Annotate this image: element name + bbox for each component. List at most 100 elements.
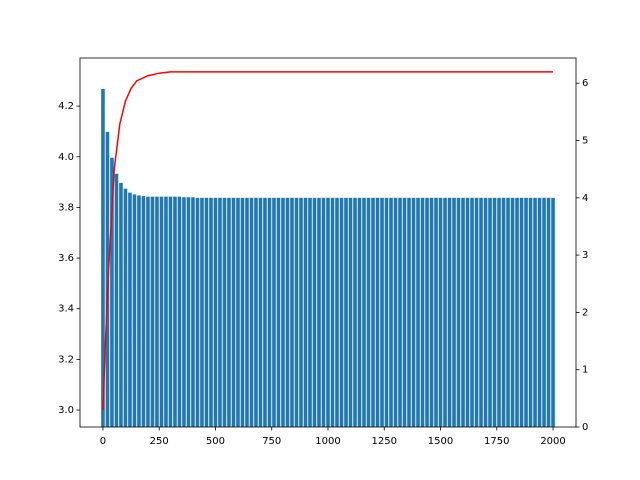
bar xyxy=(492,197,497,427)
bar xyxy=(123,188,128,427)
bar xyxy=(456,197,461,427)
bar xyxy=(164,196,168,427)
bar xyxy=(191,197,195,427)
bar xyxy=(290,197,294,427)
bar xyxy=(321,197,326,427)
bar xyxy=(551,197,555,427)
y-tick-label: 3.8 xyxy=(58,202,74,213)
y-tick-label: 4.2 xyxy=(58,101,74,112)
y-tick-label: 3.4 xyxy=(58,304,74,315)
bar xyxy=(249,197,254,427)
bar xyxy=(384,197,389,427)
x-tick-label: 0 xyxy=(100,436,106,447)
bar xyxy=(317,197,321,427)
bar xyxy=(515,197,519,427)
bar xyxy=(204,197,209,427)
y-tick-label: 3.6 xyxy=(58,253,74,264)
bar xyxy=(371,197,375,427)
x-tick-label: 500 xyxy=(206,436,225,447)
bar xyxy=(114,173,119,427)
bar xyxy=(330,197,335,427)
bar xyxy=(335,197,339,427)
bar xyxy=(222,197,227,427)
bar xyxy=(159,196,164,427)
bar xyxy=(375,197,380,427)
bar xyxy=(510,197,515,427)
bar xyxy=(474,197,479,427)
bar xyxy=(488,197,492,427)
bar xyxy=(434,197,438,427)
bar xyxy=(240,197,245,427)
bar xyxy=(524,197,528,427)
bar xyxy=(339,197,344,427)
bar xyxy=(497,197,501,427)
bar xyxy=(272,197,276,427)
bar xyxy=(236,197,240,427)
bar xyxy=(389,197,393,427)
bar xyxy=(186,197,191,427)
bar xyxy=(254,197,258,427)
bar xyxy=(438,197,443,427)
y2-tick-label: 4 xyxy=(582,193,588,204)
bar xyxy=(483,197,488,427)
bar xyxy=(537,197,542,427)
bar xyxy=(542,197,546,427)
bar xyxy=(227,197,231,427)
bar xyxy=(155,196,159,427)
bar xyxy=(546,197,551,427)
bar xyxy=(416,197,420,427)
bar xyxy=(245,197,249,427)
bar xyxy=(479,197,483,427)
y-tick-label: 3.2 xyxy=(58,354,74,365)
y2-tick-label: 5 xyxy=(582,136,588,147)
bar xyxy=(128,192,132,427)
bar xyxy=(299,197,303,427)
line xyxy=(102,71,554,411)
bar xyxy=(132,194,137,427)
bar xyxy=(200,197,204,427)
bar xyxy=(281,197,285,427)
bar xyxy=(150,196,155,427)
x-tick-label: 1750 xyxy=(484,436,509,447)
bar xyxy=(182,197,186,427)
bar xyxy=(308,197,312,427)
bar xyxy=(348,197,353,427)
bar xyxy=(326,197,330,427)
bar xyxy=(420,197,425,427)
bar xyxy=(168,196,173,427)
bar xyxy=(110,157,114,427)
y2-tick-label: 6 xyxy=(582,78,588,89)
bar xyxy=(533,197,537,427)
bar xyxy=(231,197,236,427)
bar xyxy=(501,197,506,427)
bar xyxy=(195,197,200,427)
x-tick-label: 2000 xyxy=(540,436,565,447)
bar xyxy=(447,197,452,427)
x-tick-label: 250 xyxy=(150,436,169,447)
bar xyxy=(312,197,317,427)
bar xyxy=(267,197,272,427)
bar xyxy=(362,197,366,427)
y2-tick-label: 0 xyxy=(582,422,588,433)
x-tick-label: 1000 xyxy=(315,436,340,447)
bar xyxy=(528,197,533,427)
bar xyxy=(402,197,407,427)
y2-tick-label: 1 xyxy=(582,365,588,376)
bar xyxy=(146,196,150,427)
bar xyxy=(470,197,474,427)
bar xyxy=(285,197,290,427)
bar xyxy=(137,195,141,427)
bar xyxy=(461,197,465,427)
bar xyxy=(452,197,456,427)
bar xyxy=(344,197,348,427)
y-tick-label: 3.0 xyxy=(58,405,74,416)
y-tick-label: 4.0 xyxy=(58,152,74,163)
bar xyxy=(443,197,447,427)
bar xyxy=(209,197,213,427)
bar xyxy=(218,197,222,427)
bar xyxy=(258,197,263,427)
bar xyxy=(398,197,402,427)
bar xyxy=(506,197,510,427)
bar xyxy=(353,197,357,427)
